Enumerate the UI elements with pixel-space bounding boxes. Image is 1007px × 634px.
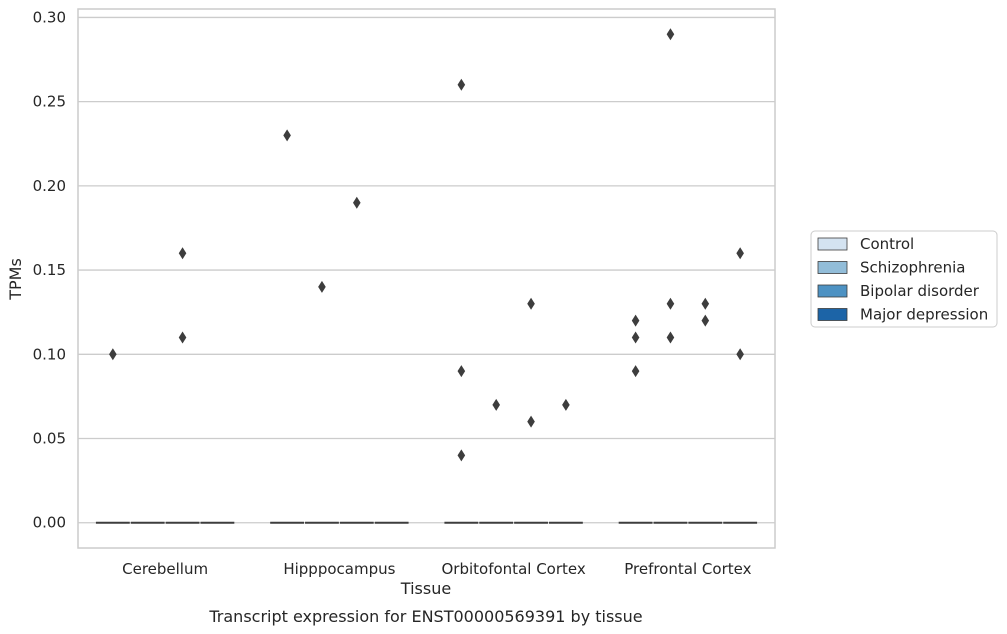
y-tick-labels: 0.00 0.05 0.10 0.15 0.20 0.25 0.30 [33, 8, 66, 531]
outlier-point [457, 365, 466, 378]
outlier-point [457, 78, 466, 91]
outlier-point [318, 280, 326, 293]
chart-caption: Transcript expression for ENST0000056939… [208, 607, 642, 626]
y-tick-label: 0.05 [33, 430, 66, 448]
outlier-point [701, 314, 710, 327]
legend-entry: Bipolar disorder [860, 282, 980, 300]
outlier-point [178, 331, 187, 344]
x-tick-label: Cerebellum [122, 560, 208, 578]
legend-frame [810, 230, 998, 328]
outlier-point [527, 297, 535, 310]
outlier-point [631, 331, 640, 344]
legend-entry: Schizophrenia [860, 259, 965, 277]
y-tick-label: 0.25 [33, 93, 66, 111]
y-tick-label: 0.15 [33, 261, 66, 279]
legend-swatch [817, 308, 848, 321]
gridlines [78, 16, 775, 524]
legend-entry: Control [860, 235, 914, 253]
outlier-point [666, 28, 675, 41]
y-tick-label: 0.30 [33, 8, 66, 26]
legend-entry: Major depression [860, 306, 988, 324]
y-tick-label: 0.20 [33, 177, 66, 195]
outlier-point [736, 247, 744, 260]
y-axis-label: TPMs [6, 258, 25, 301]
outlier-point [736, 348, 744, 361]
outlier-point [457, 449, 466, 462]
x-tick-label: Hipppocampus [283, 560, 395, 578]
y-tick-label: 0.00 [33, 514, 66, 532]
legend-swatch [817, 261, 848, 274]
x-tick-label: Orbitofontal Cortex [442, 560, 586, 578]
outlier-point [283, 129, 291, 142]
outlier-point [631, 314, 640, 327]
outlier-point [666, 331, 675, 344]
legend-swatch [817, 237, 848, 251]
x-axis-label: Tissue [400, 579, 451, 598]
legend-swatch [817, 284, 848, 298]
x-tick-labels: Cerebellum Hipppocampus Orbitofontal Corte… [122, 560, 751, 578]
outlier-point [353, 196, 361, 209]
outlier-point [492, 398, 500, 411]
outlier-point [701, 297, 710, 310]
outlier-point [631, 365, 640, 378]
outlier-point [562, 398, 570, 411]
plot-frame [77, 8, 776, 549]
outlier-points [109, 28, 744, 462]
outlier-point [109, 348, 117, 361]
outlier-point [527, 415, 535, 428]
legend: Control Schizophrenia Bipolar disorder Majo… [810, 230, 998, 328]
outlier-point [666, 297, 675, 310]
outlier-point [178, 247, 187, 260]
x-tick-label: Prefrontal Cortex [624, 560, 751, 578]
y-tick-label: 0.10 [33, 345, 66, 363]
